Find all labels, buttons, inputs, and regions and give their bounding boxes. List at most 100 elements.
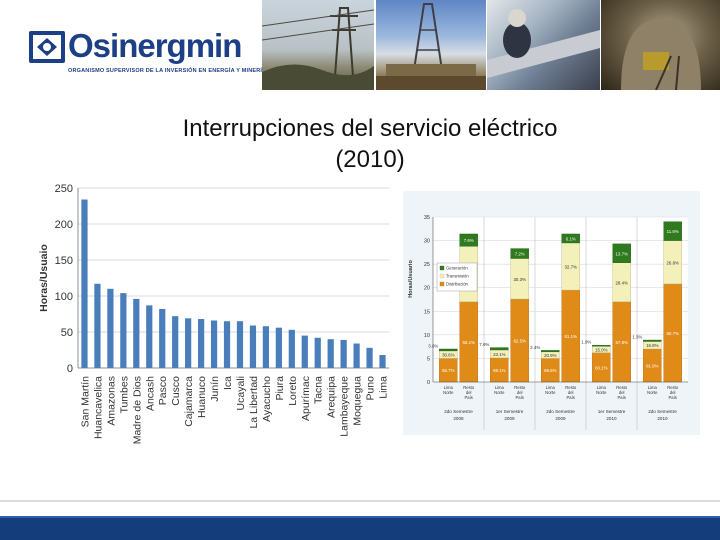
segment-data-label: 23.1% <box>493 352 506 357</box>
sub-category-label: Resto <box>616 385 628 390</box>
photo-mine-tunnel <box>601 0 720 91</box>
stacked-bar-segment <box>439 348 458 352</box>
legend-swatch <box>439 273 445 279</box>
stacked-bar-segment <box>510 248 529 259</box>
x-tick-label: La Libertad <box>248 376 260 429</box>
group-year-label: 2008 <box>453 416 464 421</box>
segment-data-label: 3.6% <box>428 344 438 349</box>
bar <box>197 319 205 368</box>
pipeline-icon <box>487 9 600 78</box>
group-label: 2do Semestre <box>546 409 575 414</box>
stacked-bar-segment <box>663 221 682 241</box>
x-tick-label: Ancash <box>144 376 156 411</box>
sub-category-label: Lima <box>597 385 607 390</box>
y-tick-label: 50 <box>61 327 73 339</box>
legend-swatch <box>439 265 445 271</box>
footer-divider <box>0 500 720 502</box>
x-tick-label: Tumbes <box>118 376 130 414</box>
group-year-label: 2009 <box>504 416 515 421</box>
bar <box>159 308 166 368</box>
sub-category-label: Resto <box>463 385 475 390</box>
bar <box>366 347 373 368</box>
segment-data-label: 69.6% <box>544 368 557 373</box>
segment-data-label: 83.1% <box>595 365 608 370</box>
slide-title-line-1: Interrupciones del servicio eléctrico <box>182 115 558 142</box>
bar <box>262 326 270 368</box>
sub-category-label: del <box>568 390 574 395</box>
segment-data-label: 65.7% <box>442 368 455 373</box>
y-tick-label: 100 <box>55 291 73 303</box>
slide-title: Interrupciones del servicio eléctrico (2… <box>140 113 600 175</box>
legend-label: Distribución <box>446 282 469 287</box>
bar <box>249 325 257 368</box>
sub-category-label: Resto <box>667 385 679 390</box>
x-tick-label: Tacna <box>313 376 325 404</box>
segment-data-label: 7.6% <box>464 238 474 243</box>
bar <box>327 339 334 368</box>
x-tick-label: Ayacucho <box>261 376 273 422</box>
bar <box>353 343 360 368</box>
sub-category-label: Lima <box>546 385 556 390</box>
y-tick-label: 150 <box>55 255 73 267</box>
segment-data-label: 1.3% <box>632 335 642 340</box>
segment-data-label: 55.1% <box>462 340 475 345</box>
segment-data-label: 69.1% <box>493 368 506 373</box>
stacked-bar-segment <box>490 347 509 351</box>
sub-category-label: Norte <box>545 390 556 395</box>
segment-data-label: 20.9% <box>544 353 557 358</box>
segment-data-label: 2.4% <box>530 345 540 350</box>
group-label: 1er Semestre <box>598 409 626 414</box>
sub-category-label: Norte <box>596 390 607 395</box>
group-label: 2do Semestre <box>648 409 677 414</box>
x-tick-label: Ica <box>222 376 234 390</box>
legend-label: Generación <box>446 266 468 271</box>
sub-category-label: País <box>618 395 626 400</box>
y-tick-label: 30 <box>424 239 430 245</box>
power-tower-icon <box>261 7 375 91</box>
x-tick-label: Pasco <box>157 376 169 405</box>
y-tick-label: 5 <box>427 356 430 362</box>
segment-data-label: 57.9% <box>615 340 628 345</box>
x-tick-label: Moquegua <box>352 376 364 426</box>
segment-data-label: 7.6% <box>479 342 489 347</box>
mine-tunnel-icon <box>621 18 701 91</box>
bar <box>107 288 114 368</box>
group-year-label: 2010 <box>657 416 668 421</box>
chart-legend: Generación Transmisión Distribución <box>436 262 478 292</box>
legend-swatch <box>439 281 445 287</box>
bar <box>81 199 88 368</box>
bar <box>379 355 386 368</box>
legend-label: Transmisión <box>446 274 469 279</box>
segment-data-label: 7.2% <box>515 252 525 257</box>
x-tick-label: Puno <box>365 376 377 401</box>
y-tick-label: 35 <box>424 215 430 221</box>
sub-category-label: Resto <box>565 385 577 390</box>
y-axis-label: Horas/Usuario <box>408 260 414 298</box>
sub-category-label: Norte <box>443 390 454 395</box>
x-tick-label: Madre de Dios <box>131 376 143 444</box>
x-tick-label: Arequipa <box>326 376 338 418</box>
photo-power-lines <box>261 0 375 91</box>
sub-category-label: País <box>516 395 524 400</box>
segment-data-label: 28.4% <box>615 280 628 285</box>
group-year-label: 2009 <box>555 416 566 421</box>
sub-category-label: País <box>465 395 473 400</box>
segment-data-label: 1.9% <box>581 340 591 345</box>
x-tick-label: Lambayeque <box>339 376 351 437</box>
bar <box>185 318 192 368</box>
interruptions-by-cause-chart: 0510152025303565.7%30.6%3.6%LimaNorte55.… <box>403 191 700 435</box>
osinergmin-emblem-icon <box>29 31 65 63</box>
slide-title-line-2: (2010) <box>335 146 405 173</box>
segment-data-label: 26.8% <box>666 260 679 265</box>
group-label: 1er Semestre <box>496 409 524 414</box>
sub-category-label: Norte <box>647 390 658 395</box>
y-tick-label: 0 <box>427 380 430 386</box>
segment-data-label: 13.7% <box>615 251 628 256</box>
segment-data-label: 30.6% <box>442 353 455 358</box>
segment-data-label: 11.8% <box>667 229 679 234</box>
segment-data-label: 30.3% <box>513 277 526 282</box>
sub-category-label: del <box>466 390 472 395</box>
x-tick-label: Huancavelica <box>92 376 104 439</box>
y-tick-label: 0 <box>67 363 73 375</box>
header-banner: Osinergmin ORGANISMO SUPERVISOR DE LA IN… <box>0 0 720 92</box>
